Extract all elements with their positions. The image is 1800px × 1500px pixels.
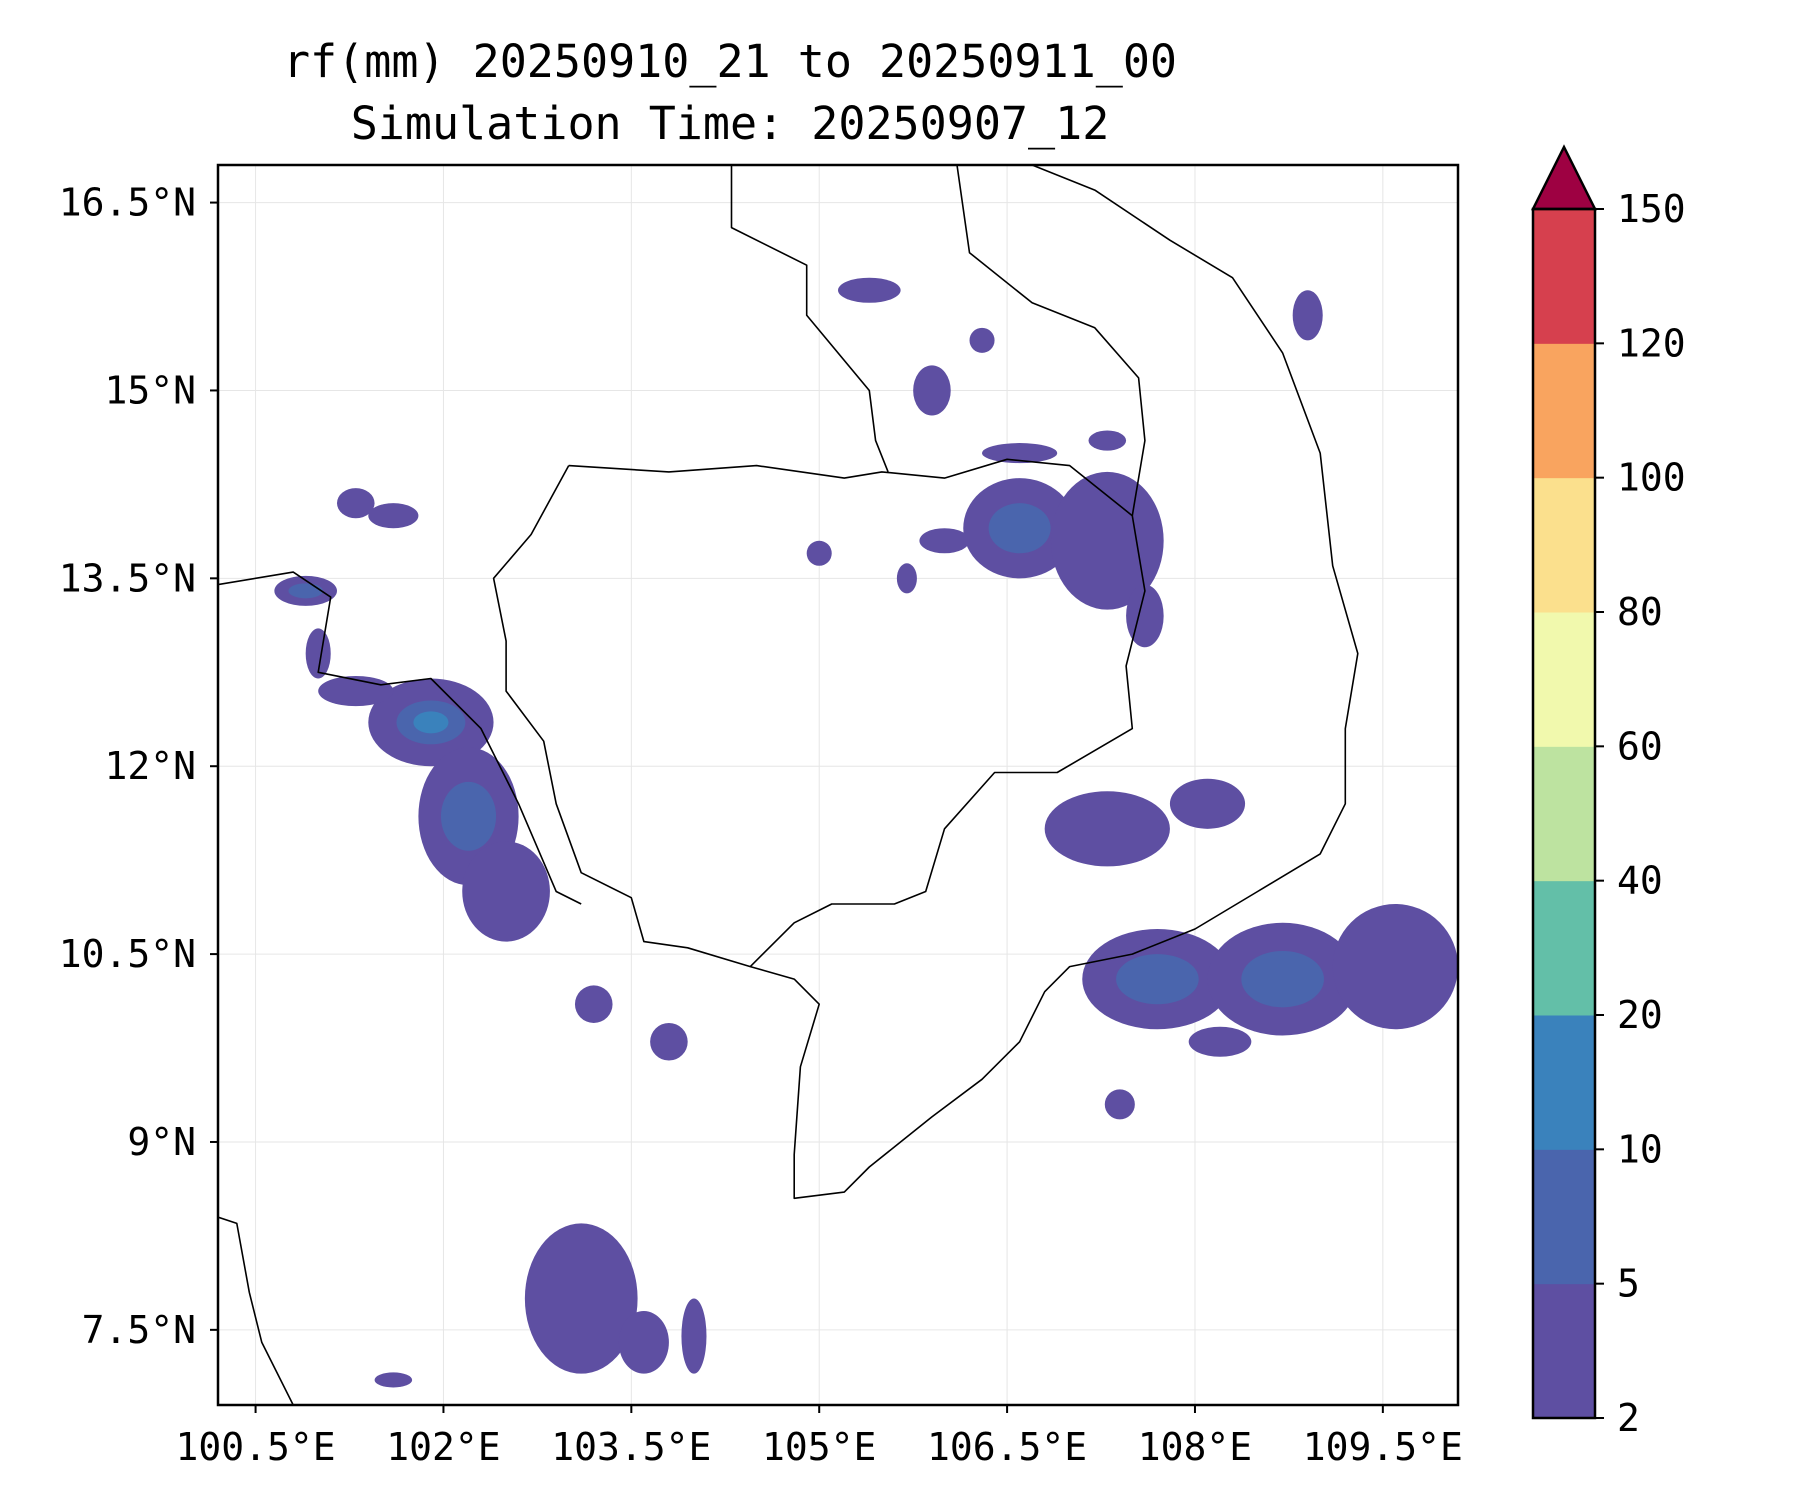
colorbar-tick-label: 20 bbox=[1617, 993, 1663, 1037]
rain-cell bbox=[1104, 1089, 1135, 1120]
rain-cell bbox=[574, 985, 613, 1023]
lon-tick-labels: 100.5°E 102°E 103.5°E 105°E 106.5°E 108°E 109.… bbox=[175, 1405, 1463, 1469]
colorbar-tick-label: 60 bbox=[1617, 724, 1663, 768]
colorbar-tick-label: 2 bbox=[1617, 1396, 1640, 1440]
boundary-vietnam-west bbox=[730, 165, 889, 473]
lon-tick-label: 106.5°E bbox=[927, 1425, 1087, 1469]
colorbar-segment bbox=[1533, 209, 1595, 344]
lat-tick-label: 13.5°N bbox=[59, 556, 196, 600]
rain-cell bbox=[1088, 430, 1127, 451]
lon-tick-label: 102°E bbox=[386, 1425, 500, 1469]
colorbar-segment bbox=[1533, 612, 1595, 747]
colorbar-extend-arrow bbox=[1530, 144, 1598, 211]
rainfall-field bbox=[274, 277, 1458, 1388]
rain-cell bbox=[806, 540, 832, 566]
rain-cell bbox=[919, 528, 970, 554]
colorbar-segment bbox=[1533, 1015, 1595, 1150]
rain-cell bbox=[982, 443, 1058, 464]
lon-tick-label: 108°E bbox=[1138, 1425, 1252, 1469]
colorbar-segment bbox=[1533, 343, 1595, 479]
rain-cell bbox=[838, 277, 901, 303]
rain-cell bbox=[618, 1311, 669, 1374]
rain-cell bbox=[1188, 1026, 1252, 1057]
rain-cell bbox=[1050, 471, 1164, 610]
rain-cell bbox=[1044, 791, 1170, 867]
boundary-laos-south bbox=[956, 165, 1146, 516]
lon-tick-label: 103.5°E bbox=[551, 1425, 711, 1469]
colorbar: 2 5 10 20 40 60 80 100 120 150 bbox=[1530, 144, 1686, 1440]
colorbar-tick-label: 120 bbox=[1617, 321, 1686, 365]
rain-cell bbox=[650, 1022, 688, 1061]
rain-cell-core bbox=[1241, 950, 1324, 1008]
colorbar-segment bbox=[1533, 477, 1595, 613]
lon-tick-label: 100.5°E bbox=[175, 1425, 335, 1469]
rain-cell bbox=[969, 327, 995, 353]
lat-tick-label: 16.5°N bbox=[59, 181, 196, 225]
rain-cell bbox=[1292, 290, 1323, 341]
colorbar-tick-label: 40 bbox=[1617, 859, 1663, 903]
lat-tick-label: 10.5°N bbox=[59, 932, 196, 976]
rain-cell-core bbox=[988, 503, 1051, 554]
rain-cell bbox=[1169, 778, 1246, 829]
lon-tick-label: 105°E bbox=[762, 1425, 876, 1469]
rain-cell bbox=[462, 841, 550, 942]
lat-tick-label: 9°N bbox=[127, 1120, 196, 1164]
rain-cell-core bbox=[1116, 954, 1199, 1005]
colorbar-tick-label: 100 bbox=[1617, 456, 1686, 500]
colorbar-tick-label: 5 bbox=[1617, 1262, 1640, 1306]
colorbar-segment bbox=[1533, 880, 1595, 1016]
chart-title: rf(mm) 20250910_21 to 20250911_00 bbox=[282, 35, 1178, 88]
rain-cell bbox=[681, 1298, 707, 1374]
rain-cell bbox=[374, 1372, 413, 1388]
rain-cell-core bbox=[288, 583, 323, 599]
map-frame bbox=[216, 163, 1460, 1407]
lon-tick-label: 109.5°E bbox=[1303, 1425, 1463, 1469]
rain-cell-core bbox=[440, 781, 497, 851]
rain-cell bbox=[336, 488, 375, 519]
colorbar-tick-label: 10 bbox=[1617, 1127, 1663, 1171]
colorbar-tick-label: 80 bbox=[1617, 590, 1663, 634]
rain-cell-peak bbox=[413, 711, 449, 734]
colorbar-segment bbox=[1533, 746, 1595, 882]
rain-cell bbox=[305, 628, 331, 679]
lat-tick-label: 15°N bbox=[104, 368, 196, 412]
lat-tick-labels: 16.5°N 15°N 13.5°N 12°N 10.5°N 9°N 7.5°N bbox=[59, 181, 218, 1352]
gridlines bbox=[218, 165, 1458, 1405]
boundary-cambodia bbox=[492, 458, 1146, 968]
chart-subtitle: Simulation Time: 20250907_12 bbox=[350, 97, 1110, 150]
boundary-thailand-west bbox=[218, 571, 582, 905]
rain-cell bbox=[368, 503, 419, 529]
rain-cell bbox=[524, 1223, 638, 1374]
boundary-malay-coast bbox=[218, 1216, 294, 1405]
colorbar-segment bbox=[1533, 1283, 1595, 1419]
rain-cell bbox=[913, 365, 951, 416]
boundary-vietnam-coast bbox=[750, 165, 1359, 1200]
colorbar-segment bbox=[1533, 1149, 1595, 1285]
lat-tick-label: 7.5°N bbox=[82, 1308, 196, 1352]
lat-tick-label: 12°N bbox=[104, 744, 196, 788]
rain-cell bbox=[1332, 904, 1458, 1030]
colorbar-tick-label: 150 bbox=[1617, 187, 1686, 231]
colorbar-frame bbox=[1531, 207, 1597, 1420]
country-boundaries bbox=[218, 165, 1359, 1405]
rain-cell bbox=[896, 563, 917, 594]
